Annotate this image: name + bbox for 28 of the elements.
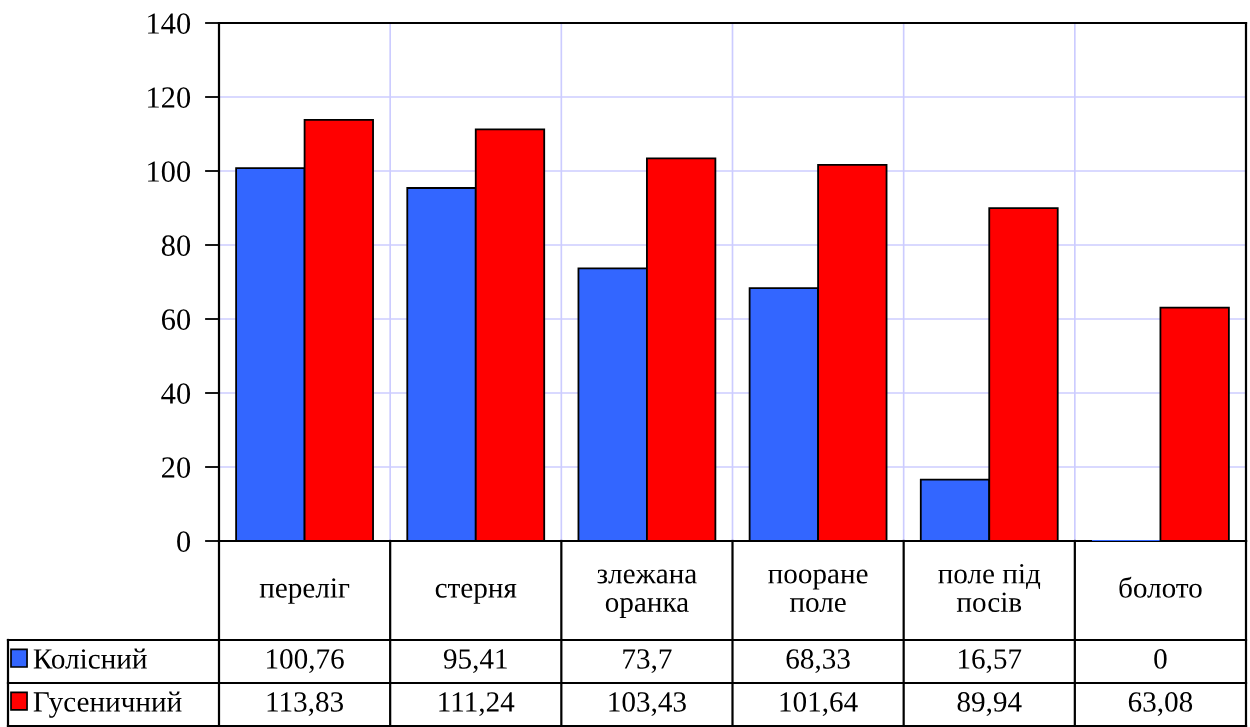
y-tick-label: 20 [162,457,191,478]
data-label: 68,33 [786,649,850,673]
data-label: 101,64 [780,692,858,716]
legend-label: Гусеничний [33,691,182,718]
data-label: 0 [1154,649,1167,669]
y-tick-label: 140 [148,13,191,34]
data-label: 95,41 [443,649,507,673]
data-label: 111,24 [439,692,515,716]
x-tick-label: болото [1119,576,1202,598]
data-label: 103,43 [609,692,686,716]
x-tick-label: стерня [435,583,517,604]
y-tick-label: 100 [148,161,191,182]
data-label: 100,76 [267,649,344,673]
x-tick-label: поле під посів [938,563,1041,613]
x-tick-label: злежана оранка [597,569,697,618]
data-label: 63,08 [1128,692,1193,716]
y-tick-label: 0 [177,531,191,552]
data-label: 73,7 [623,649,672,673]
data-label: 16,57 [959,649,1022,673]
x-tick-label: переліг [259,578,350,604]
legend-label: Колісний [33,648,147,669]
data-label: 113,83 [267,692,343,716]
y-tick-label: 80 [161,235,191,256]
data-label: 89,94 [957,692,1022,716]
y-tick-label: 40 [161,383,191,404]
x-tick-label: пооране поле [768,569,868,613]
y-tick-label: 60 [161,309,191,330]
y-tick-label: 120 [148,87,191,108]
